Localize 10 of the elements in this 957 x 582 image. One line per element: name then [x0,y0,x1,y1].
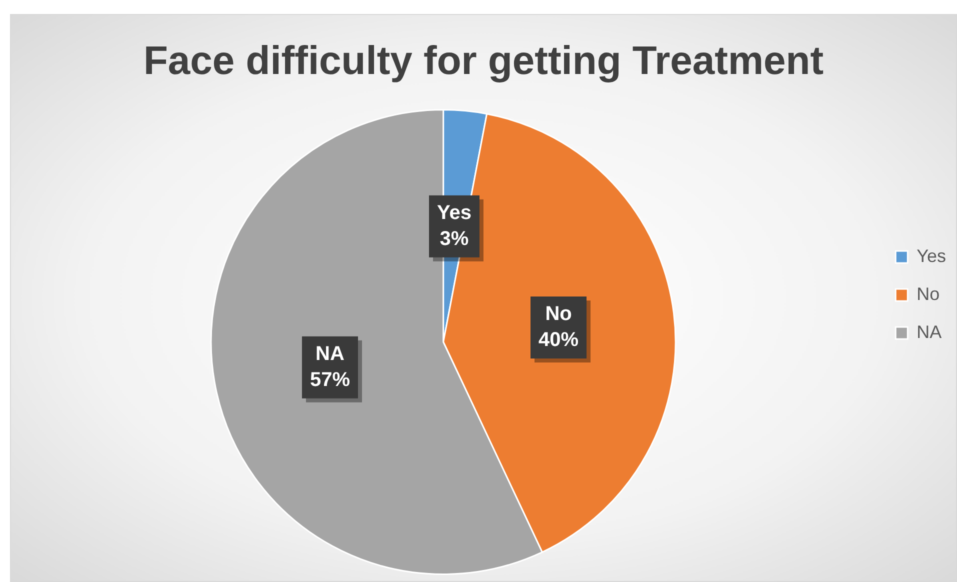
legend-label: No [916,284,940,304]
data-label: 3% [440,228,469,250]
slice-label: No [545,302,572,325]
slice-label: Yes [437,202,472,224]
legend-label: Yes [916,246,946,266]
legend-label: NA [916,322,942,342]
data-label: 57% [310,368,350,391]
slice-label: NA [316,342,344,365]
chart-title: Face difficulty for getting Treatment [143,39,824,84]
data-label: 40% [538,328,579,351]
